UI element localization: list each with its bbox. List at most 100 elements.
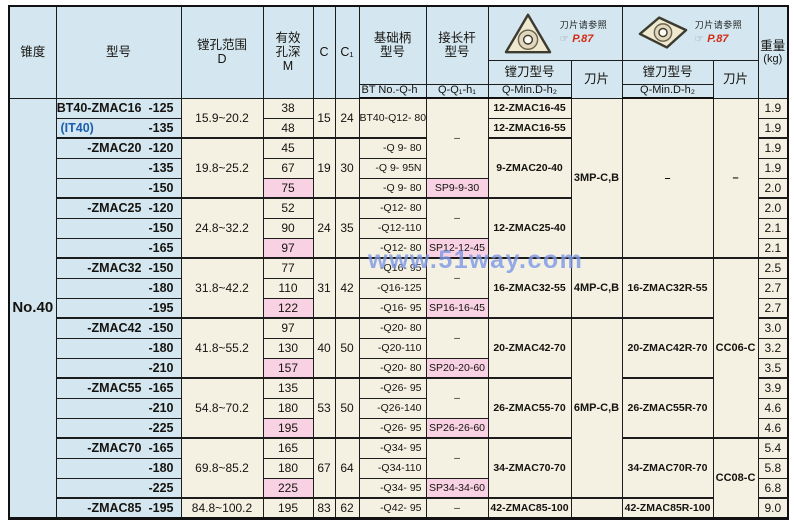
cell-depth: 48 xyxy=(262,117,314,139)
cell-weight: 2.1 xyxy=(757,217,789,239)
cell-cutter-triangle: 12-ZMAC25-40 xyxy=(487,197,572,259)
cell-model: -150 xyxy=(55,177,182,199)
cell-depth: 38 xyxy=(262,97,314,119)
cell-shank: -Q20- 80 xyxy=(358,317,427,339)
table-row: -195 122 -Q16- 95 SP16-16-45 2.7 xyxy=(9,297,789,319)
cell-cutter-triangle: 9-ZMAC20-40 xyxy=(487,137,572,199)
cell-depth: 77 xyxy=(262,257,314,279)
model-size: -135 xyxy=(148,120,174,135)
model-size: -125 xyxy=(148,101,174,115)
cell-weight: 3.9 xyxy=(757,377,789,399)
cell-weight: 1.9 xyxy=(757,137,789,159)
cell-c: 67 xyxy=(312,437,336,499)
col-header-cutter-triangle: 镗刀型号 xyxy=(487,59,572,85)
cell-insert-triangle: 6MP-C,B xyxy=(570,317,623,499)
depth-symbol: M xyxy=(282,59,294,74)
cell-model: -ZMAC32 -150 xyxy=(55,257,182,279)
shank-label-1: 基础柄 xyxy=(373,30,412,45)
cell-weight: 2.0 xyxy=(757,177,789,199)
weight-label: 重量 xyxy=(760,38,786,53)
model-name: -ZMAC70 xyxy=(87,441,142,456)
cell-c1: 50 xyxy=(334,317,360,379)
cell-model: -180 xyxy=(55,457,182,479)
model-size: -165 xyxy=(148,381,174,396)
model-size: -195 xyxy=(148,500,174,515)
cell-shank: -Q26- 95 xyxy=(358,377,427,399)
rhombic-insert-group-header: 刀片请参照 ☞ P.87 xyxy=(621,5,759,61)
model-size: -210 xyxy=(148,360,174,375)
cell-model: -195 xyxy=(55,297,182,319)
extension-label-1: 接长杆 xyxy=(438,30,476,45)
cell-model: -ZMAC70 -165 xyxy=(55,437,182,459)
col-header-weight: 重量 (kg) xyxy=(757,5,789,99)
triangle-insert-icon xyxy=(503,10,553,56)
cell-depth: 195 xyxy=(262,497,314,519)
cell-shank: -Q 9- 95N xyxy=(358,157,427,179)
cell-depth: 52 xyxy=(262,197,314,219)
cell-c1: 42 xyxy=(334,257,360,319)
insert-ref-text: 刀片请参照 xyxy=(694,20,743,31)
cell-c: 40 xyxy=(312,317,336,379)
cell-insert-rhombic: CC06-C xyxy=(712,257,759,439)
table-row: -165 97 -Q12- 80 SP12-12-45 2.1 xyxy=(9,237,789,259)
cell-depth: 97 xyxy=(262,317,314,339)
bore-range-label: 镗孔范围 xyxy=(196,37,247,52)
model-name: -ZMAC20 xyxy=(87,141,142,156)
cell-model: -ZMAC20 -120 xyxy=(55,137,182,159)
cell-cutter-triangle: 16-ZMAC32-55 xyxy=(487,257,572,319)
cell-c: 24 xyxy=(312,197,336,259)
cell-c1: 62 xyxy=(334,497,360,519)
table-row: -180 110 -Q16-125 2.7 xyxy=(9,277,789,299)
col-subheader-cutter-triangle: Q-Min.D-h₂ xyxy=(487,83,572,99)
table-row: -ZMAC70 -165 69.8~85.2 165 67 64 -Q34- 95–34-Z… xyxy=(9,437,789,519)
pointer-hand-icon: ☞ xyxy=(694,34,704,46)
col-header-insert-triangle: 刀片 xyxy=(570,59,623,99)
cell-weight: 3.2 xyxy=(757,337,789,359)
table-row: -ZMAC42 -150 41.8~55.2 97 40 50 -Q20- 80–20-ZM… xyxy=(9,317,789,499)
model-size: -150 xyxy=(148,221,174,235)
cell-depth: 45 xyxy=(262,137,314,159)
model-size: -150 xyxy=(148,180,174,195)
cell-insert-triangle: 3MP-C,B xyxy=(570,97,623,259)
cell-cutter-rhombic: – xyxy=(621,97,714,259)
cell-bore-range: 31.8~42.2 xyxy=(180,257,264,319)
cell-shank: -Q16-125 xyxy=(358,277,427,299)
col-header-taper: 锥度 xyxy=(8,5,57,99)
model-name: -ZMAC42 xyxy=(87,321,142,336)
cell-depth: 90 xyxy=(262,217,314,239)
cell-cutter-triangle: 26-ZMAC55-70 xyxy=(487,377,572,439)
cell-insert-triangle: 4MP-C,B xyxy=(570,257,623,319)
cell-bore-range: 84.8~100.2 xyxy=(180,497,264,519)
cell-depth: 75 xyxy=(262,177,314,199)
table-row: No.40 BT40-ZMAC16 -125 15.9~20.2 38 15 24 BT40-… xyxy=(8,97,789,519)
cell-bore-range: 54.8~70.2 xyxy=(180,377,264,439)
col-subheader-extension: Q-Q₁-h₁ xyxy=(425,83,489,99)
cell-weight: 2.0 xyxy=(757,197,789,219)
weight-unit: (kg) xyxy=(763,53,783,66)
cell-c1: 50 xyxy=(334,377,360,439)
cell-c1: 24 xyxy=(334,97,360,139)
model-name: -ZMAC55 xyxy=(87,381,142,396)
cell-weight: 2.7 xyxy=(757,297,789,319)
cell-model: -225 xyxy=(55,477,182,499)
cell-cutter-triangle: 12-ZMAC16-55 xyxy=(487,117,572,139)
spec-table: 锥度 型号 镗孔范围 D 有效 孔深 M C C₁ 基础柄 型号 xyxy=(8,5,790,520)
cell-extension: – xyxy=(425,257,489,299)
cell-shank: -Q 9- 80 xyxy=(358,137,427,159)
taper-cell: No.40 xyxy=(8,97,57,519)
cell-shank: -Q16- 95 xyxy=(358,297,427,319)
cell-weight: 2.1 xyxy=(757,237,789,259)
cell-depth: 135 xyxy=(262,377,314,399)
cell-model: -135 xyxy=(55,157,182,179)
model-size: -225 xyxy=(148,480,174,495)
cell-depth: 195 xyxy=(262,417,314,439)
cell-model: -ZMAC25 -120 xyxy=(55,197,182,219)
cell-weight: 1.9 xyxy=(757,117,789,139)
cell-shank: -Q26-140 xyxy=(358,397,427,419)
cell-c: 15 xyxy=(312,97,336,139)
model-name: (IT40) xyxy=(60,120,94,135)
table-row: -150 75 -Q 9- 80 SP9-9-30 2.0 xyxy=(9,177,789,199)
cell-shank: -Q34-110 xyxy=(358,457,427,479)
col-subheader-shank: BT No.-Q-h xyxy=(358,83,427,99)
cell-shank: -Q12- 80 xyxy=(358,197,427,219)
